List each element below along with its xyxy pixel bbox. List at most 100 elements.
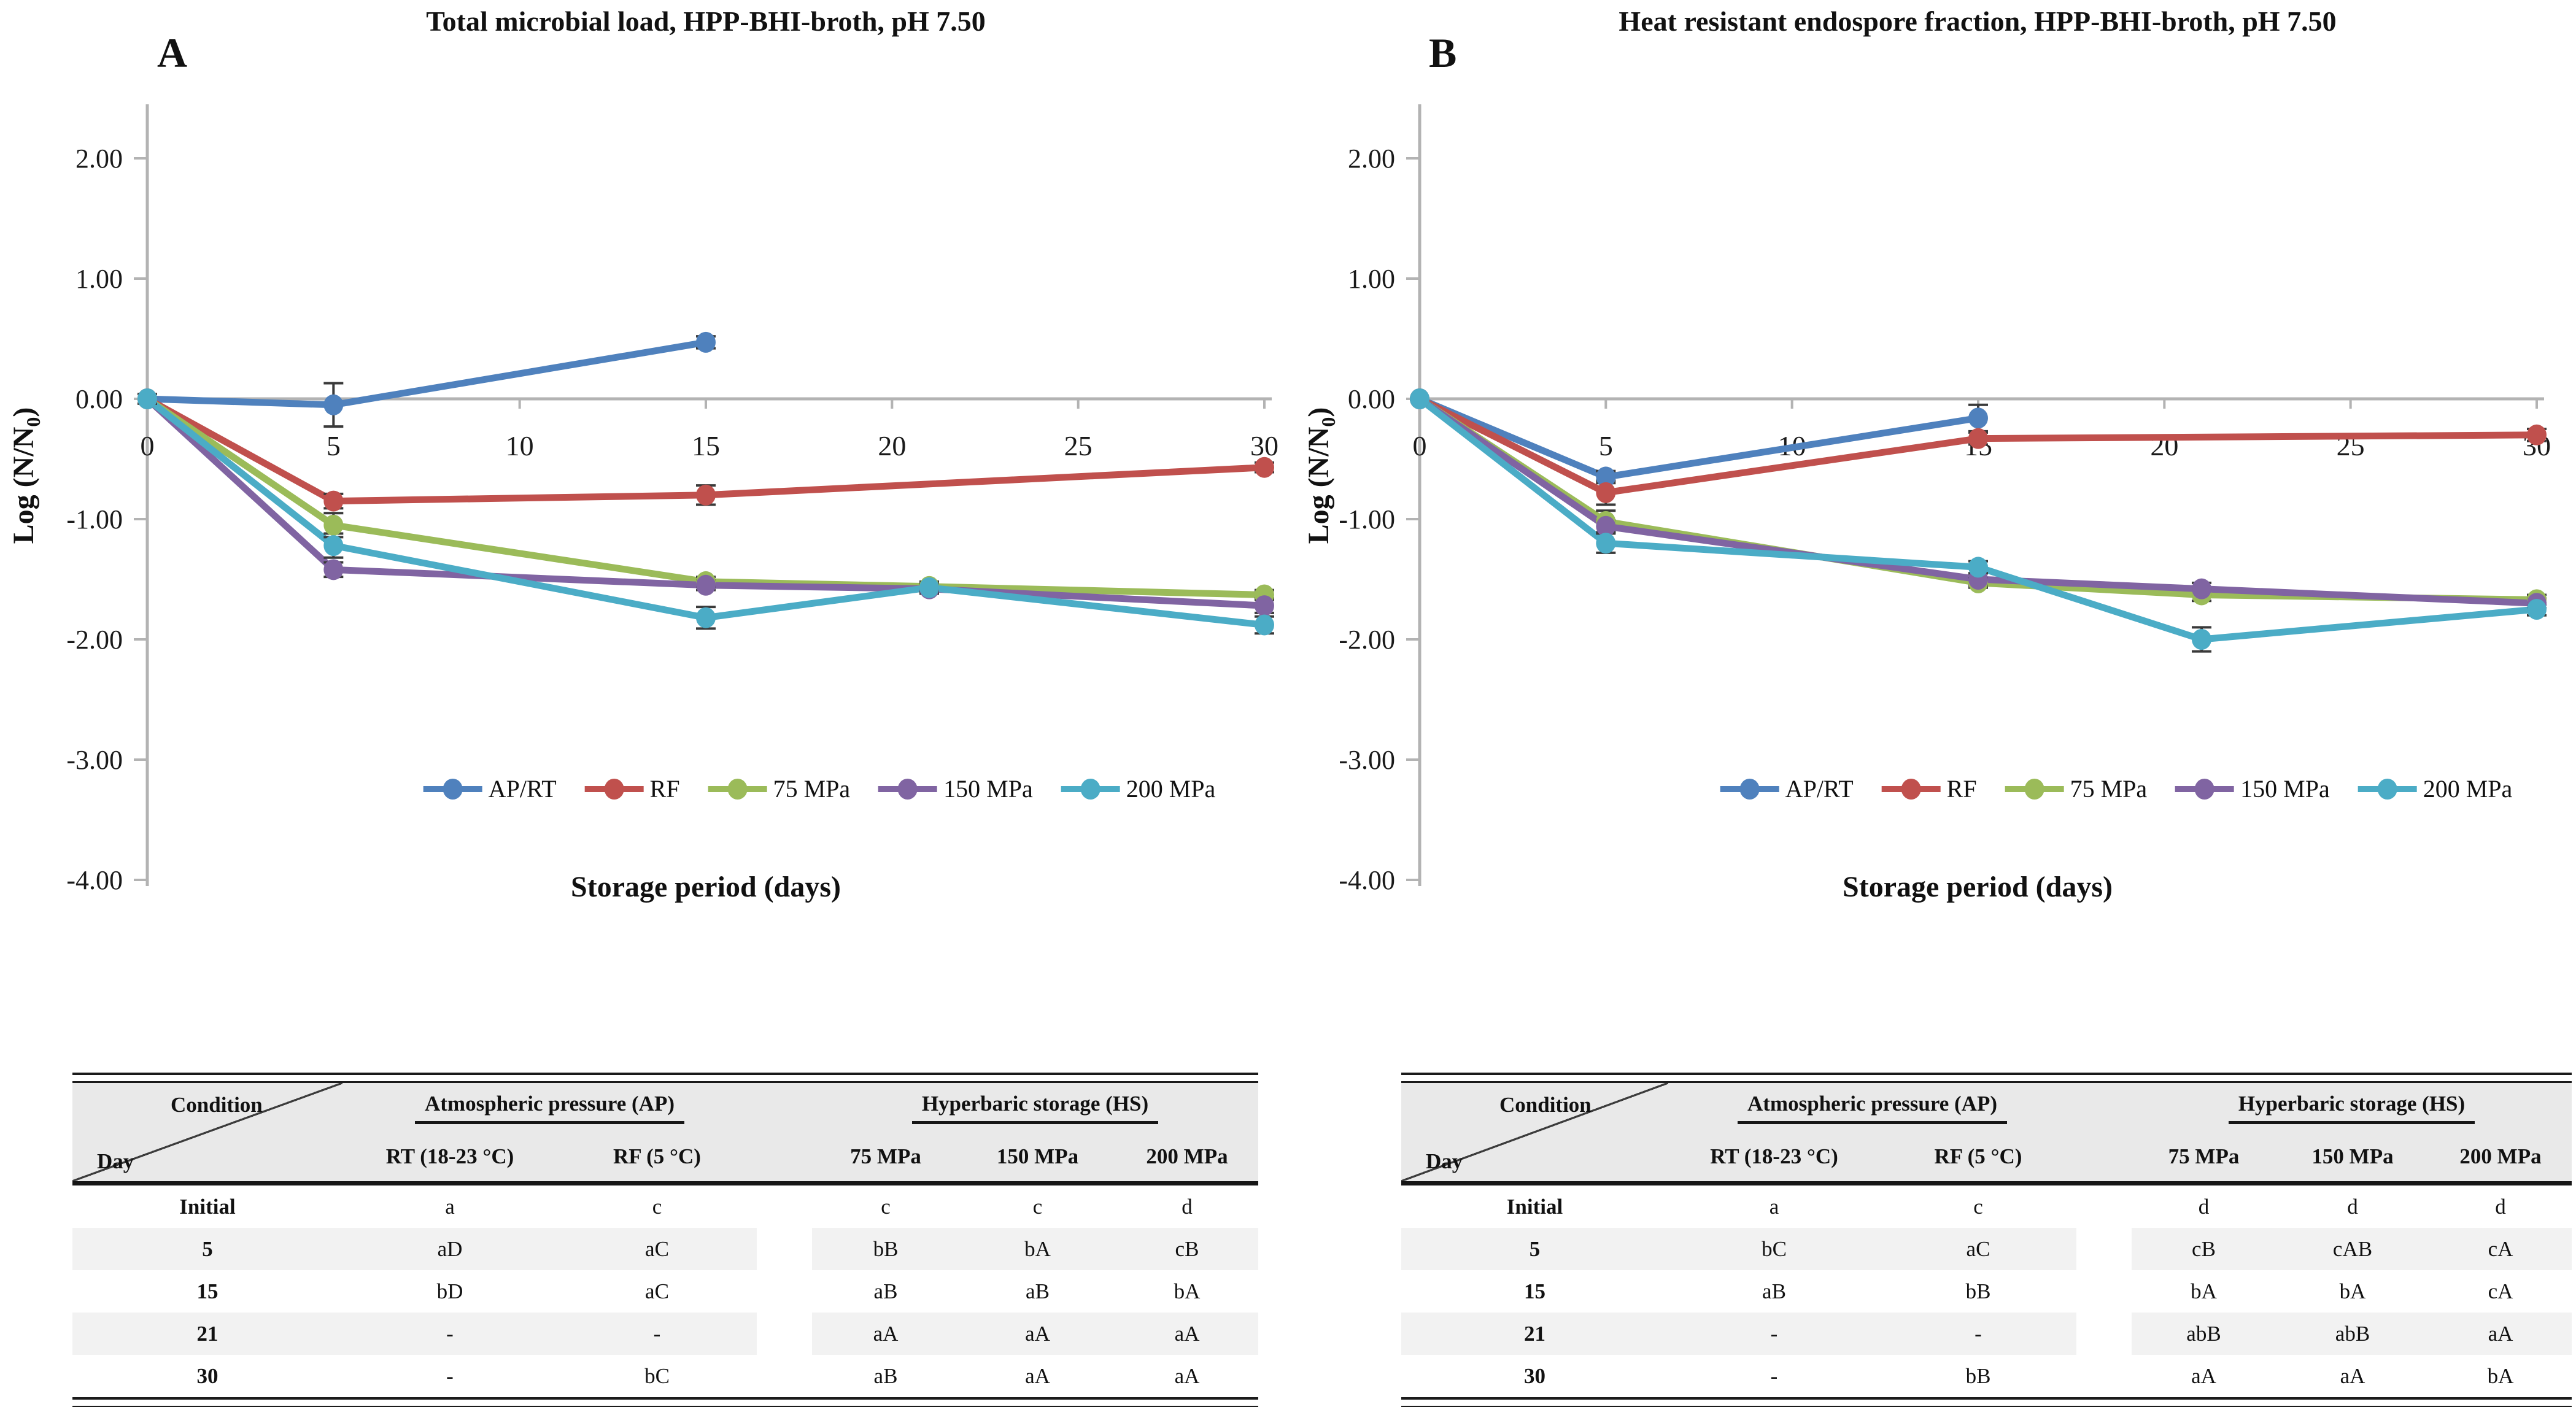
y-tick-label: 0.00: [1348, 384, 1395, 414]
y-axis-title-a: Log (N/N0): [7, 407, 44, 544]
cell-rf: aC: [557, 1228, 757, 1270]
y-tick-label: 1.00: [75, 264, 123, 294]
row-gutter: [2076, 1270, 2132, 1313]
cell-200mpa: cB: [1116, 1228, 1258, 1270]
chart-panel-a: 2.00 1.00 0.00 -1.00 -2.00 -3.00 -4.00 0 5 10 15 20…: [0, 0, 1289, 957]
x-tick-label: 5: [327, 430, 341, 461]
cell-rf: bB: [1965, 1363, 1991, 1388]
cell-rf: aC: [645, 1279, 669, 1303]
header-gutter: [2076, 1083, 2132, 1181]
chart-title-a: Total microbial load, HPP-BHI-broth, pH …: [426, 6, 986, 37]
row-gutter: [757, 1313, 812, 1355]
legend-b: AP/RT RF 75 MPa 150 MPa 200 MPa: [1720, 774, 2513, 803]
cell-75mpa: aB: [873, 1363, 898, 1388]
cell-75mpa: aB: [873, 1279, 898, 1303]
chart-title-b: Heat resistant endospore fraction, HPP-B…: [1619, 6, 2337, 37]
row-gutter: [757, 1270, 812, 1313]
cell-75mpa: bB: [812, 1228, 959, 1270]
column-header-rt-18-23-c-: RT (18-23 °C): [1710, 1144, 1838, 1168]
panel-letter-b: B: [1429, 29, 1457, 76]
cell-200mpa: d: [1182, 1194, 1193, 1219]
cell-200mpa: aA: [2429, 1313, 2572, 1355]
data-point-200-mpa: [1410, 388, 1429, 409]
legend-item-150-mpa: 150 MPa: [2175, 774, 2330, 803]
column-header-75-mpa: 75 MPa: [850, 1144, 921, 1168]
data-point-150-mpa: [2192, 578, 2211, 599]
cell-rt: bC: [1668, 1228, 1880, 1270]
row-gutter: [2076, 1185, 2132, 1228]
row-day-label: 30: [196, 1363, 219, 1388]
data-point-75-mpa: [323, 514, 344, 536]
y-tick-label: -4.00: [1339, 865, 1395, 895]
column-header-200-mpa: 200 MPa: [2459, 1144, 2542, 1168]
table-body: Initial a c c c d 5 aD aC bB bA cB 15 bD aC aB aB bA 21- - a…: [72, 1185, 1258, 1397]
row-gutter: [2076, 1228, 2132, 1270]
table-header: Condition Day Atmospheric pressure (AP) Hyp…: [1401, 1083, 2572, 1185]
significance-table-b: Condition Day Atmospheric pressure (AP) Hyp…: [1401, 1073, 2572, 1407]
x-tick-label: 25: [1064, 430, 1093, 461]
data-point-150-mpa: [1596, 515, 1616, 537]
row-day-label: 21: [72, 1313, 342, 1355]
data-point-rf: [1596, 482, 1616, 503]
corner-condition-label: Condition: [1499, 1093, 1592, 1117]
table-bottom-border: [72, 1397, 1258, 1407]
corner-condition-label: Condition: [171, 1093, 263, 1117]
cell-rf: -: [557, 1313, 757, 1355]
column-header-200-mpa: 200 MPa: [1146, 1144, 1228, 1168]
row-gutter: [757, 1228, 812, 1270]
cell-rt: aB: [1762, 1279, 1786, 1303]
row-day-label: Initial: [179, 1194, 236, 1219]
cell-150mpa: aA: [1025, 1363, 1050, 1388]
legend-label: RF: [649, 775, 680, 803]
cell-200mpa: cA: [2488, 1279, 2513, 1303]
plot-area-b: 2.001.000.00-1.00-2.00-3.00-4.0005101520…: [1339, 104, 2551, 895]
cell-75mpa: bA: [2191, 1279, 2217, 1303]
cell-200mpa: aA: [1174, 1363, 1200, 1388]
data-point-ap-rt: [323, 394, 344, 415]
table-body: Initial a c d d d 5 bC aC cB cAB cA 15 aB bB bA bA cA 21- -…: [1401, 1185, 2572, 1397]
legend-label: 200 MPa: [1126, 775, 1216, 803]
cell-rf: -: [1880, 1313, 2076, 1355]
cell-75mpa: aA: [812, 1313, 959, 1355]
cell-rf: c: [652, 1194, 662, 1219]
corner-day-label: Day: [97, 1149, 134, 1173]
cell-150mpa: abB: [2276, 1313, 2429, 1355]
data-point-rf: [1968, 428, 1988, 449]
y-tick-label: 2.00: [75, 144, 123, 174]
cell-150mpa: aA: [959, 1313, 1116, 1355]
table-top-border: [72, 1073, 1258, 1083]
legend-marker-icon: [1720, 777, 1779, 801]
legend-label: RF: [1946, 775, 1977, 803]
data-point-ap-rt: [696, 331, 716, 353]
cell-150mpa: aB: [1026, 1279, 1050, 1303]
legend-marker-icon: [878, 777, 938, 801]
legend-label: 75 MPa: [773, 775, 851, 803]
row-day-label: 5: [1401, 1228, 1668, 1270]
data-point-150-mpa: [323, 559, 344, 580]
data-point-200-mpa: [919, 577, 939, 598]
legend-marker-icon: [584, 777, 644, 801]
column-header-rf-5-c-: RF (5 °C): [613, 1144, 701, 1168]
data-point-ap-rt: [1596, 466, 1616, 488]
table-header: Condition Day Atmospheric pressure (AP) Hyp…: [72, 1083, 1258, 1185]
y-tick-label: 2.00: [1348, 144, 1395, 174]
data-point-200-mpa: [1255, 614, 1274, 636]
legend-item-ap-rt: AP/RT: [1720, 774, 1854, 803]
group-header-hs: Hyperbaric storage (HS): [2132, 1083, 2572, 1132]
cell-200mpa: bA: [2487, 1363, 2514, 1388]
legend-item-rf: RF: [584, 774, 680, 803]
y-tick-label: -2.00: [1339, 625, 1395, 655]
group-header-hs: Hyperbaric storage (HS): [812, 1083, 1258, 1132]
table-bottom-border: [1401, 1397, 2572, 1407]
y-tick-label: -1.00: [1339, 504, 1395, 534]
cell-150mpa: c: [1032, 1194, 1043, 1219]
legend-label: 200 MPa: [2423, 775, 2513, 803]
data-point-200-mpa: [137, 388, 157, 409]
cell-200mpa: d: [2495, 1194, 2506, 1219]
legend-label: AP/RT: [1785, 775, 1854, 803]
legend-item-75-mpa: 75 MPa: [708, 774, 851, 803]
series-line-rf: [1416, 395, 2540, 496]
legend-a: AP/RT RF 75 MPa 150 MPa 200 MPa: [423, 774, 1216, 803]
legend-item-200-mpa: 200 MPa: [2357, 774, 2513, 803]
legend-item-200-mpa: 200 MPa: [1061, 774, 1216, 803]
